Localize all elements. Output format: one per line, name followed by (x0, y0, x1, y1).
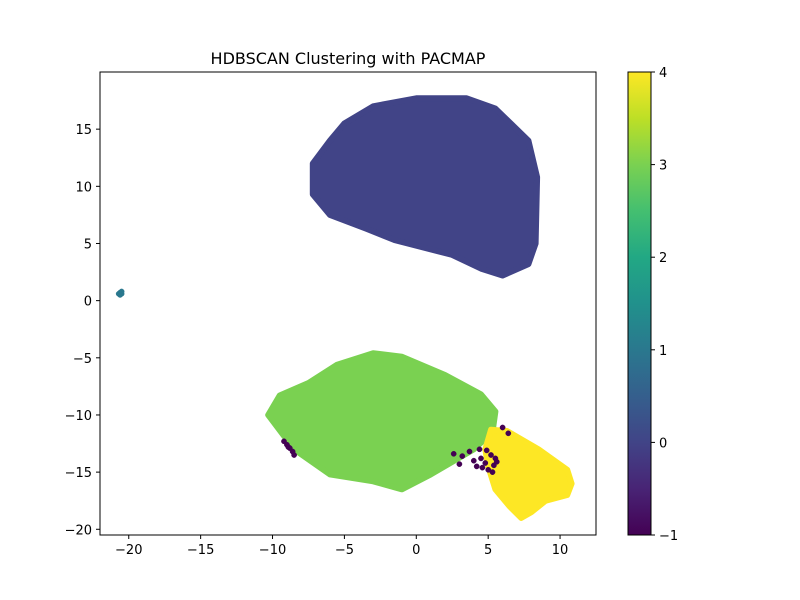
cluster-noise-point (483, 447, 490, 454)
colorbar-tick-label: −1 (659, 529, 678, 544)
plot-area (115, 95, 575, 521)
y-tick-label: 0 (84, 295, 92, 310)
colorbar-tick-label: 1 (659, 344, 667, 359)
cluster-0-region (309, 95, 541, 279)
colorbar-tick-label: 2 (659, 251, 667, 266)
cluster-noise-point (493, 458, 500, 465)
cluster-noise-point (456, 461, 463, 467)
y-tick-label: 5 (84, 237, 92, 252)
cluster-1-point (117, 292, 123, 298)
cluster-noise-point (505, 430, 512, 437)
cluster-noise-point (285, 444, 292, 450)
x-tick-label: −15 (187, 543, 214, 558)
cluster-noise-point (485, 466, 492, 473)
y-tick-label: −5 (73, 352, 92, 367)
y-tick-label: −10 (65, 409, 92, 424)
cluster-noise-point (488, 452, 494, 458)
cluster-3-region (265, 350, 499, 493)
cluster-4-region (482, 426, 575, 521)
cluster-noise-point (470, 457, 477, 464)
cluster-noise-point (459, 453, 466, 459)
x-tick-label: −5 (335, 543, 354, 558)
colorbar (627, 71, 652, 536)
y-tick-label: −20 (65, 523, 92, 538)
x-tick-label: 10 (552, 543, 569, 558)
colorbar-tick-label: 0 (659, 436, 667, 451)
chart-title: HDBSCAN Clustering with PACMAP (211, 49, 486, 68)
colorbar-tick-label: 3 (659, 159, 667, 174)
plot-frame (99, 71, 597, 536)
cluster-noise-point (489, 469, 496, 475)
cluster-noise-point (479, 464, 486, 471)
axes: −20 −15 −10 −5 0 5 10 −20 −15 −10 −5 0 5 10 15 (65, 123, 569, 558)
x-tick-label: −20 (115, 543, 142, 558)
x-tick-label: −10 (259, 543, 286, 558)
cluster-noise-point (499, 424, 506, 431)
y-tick-label: 10 (75, 180, 92, 195)
x-tick-label: 0 (412, 543, 420, 558)
y-tick-label: 15 (75, 123, 92, 138)
cluster-noise-point (291, 452, 297, 458)
cluster-noise-point (473, 463, 480, 470)
x-tick-label: 5 (484, 543, 492, 558)
cluster-noise-point (450, 450, 457, 457)
colorbar-tick-label: 4 (659, 66, 667, 81)
cluster-noise-point (476, 446, 483, 453)
y-tick-label: −15 (65, 466, 92, 481)
cluster-noise-point (466, 448, 473, 455)
cluster-noise-point (478, 455, 484, 462)
cluster-noise-point (482, 460, 489, 466)
colorbar-ticks: −1 0 1 2 3 4 (651, 66, 678, 544)
